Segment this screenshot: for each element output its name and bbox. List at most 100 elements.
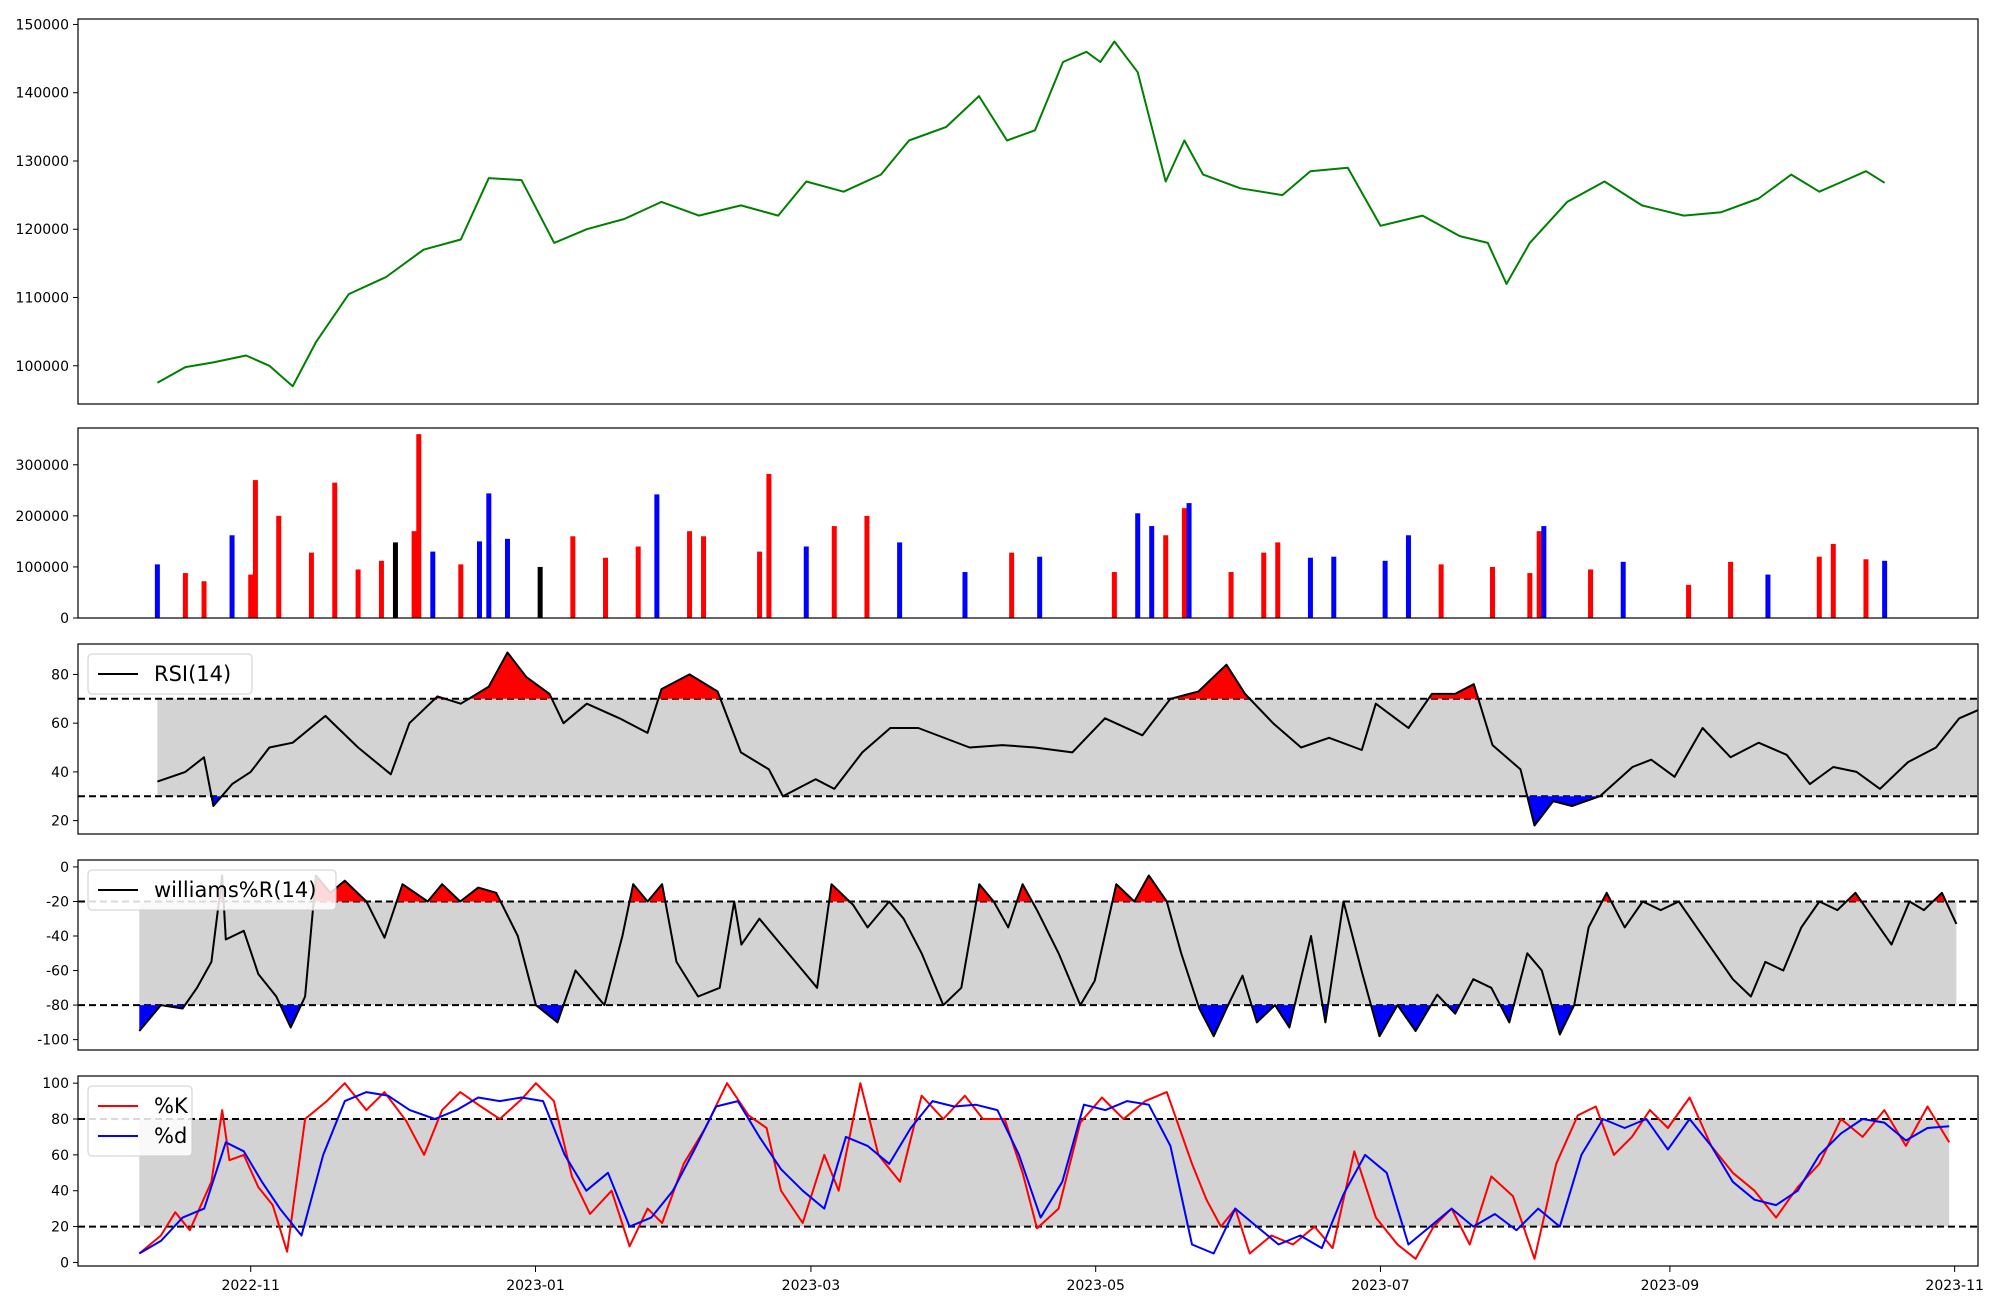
stochastic-ytick-label: 100 [42,1076,69,1092]
volume-bar [1863,559,1869,618]
volume-bar [1382,560,1388,618]
volume-bar [570,536,576,618]
volume-bar [252,480,258,618]
williams-plot-area [78,874,1978,1038]
volume-bar [411,531,417,618]
volume-bar [757,551,763,618]
price-series-line-0 [156,40,1886,388]
williams-ytick-label: 0 [60,860,69,876]
volume-bar [458,564,464,618]
stochastic-legend: %K %d [87,1085,193,1157]
volume-ytick-label: 200000 [16,509,69,525]
volume-bar [1307,557,1313,618]
volume-bar [1009,552,1015,618]
volume-bar [1830,543,1836,618]
volume-bar [1186,503,1192,618]
volume-bar [962,572,968,618]
volume-bar [897,542,903,618]
volume-bar [332,482,338,618]
williams-panel: 0 -20 -40 -60 -80 -100 williams%R(14) [37,859,1979,1051]
volume-bar [201,581,207,618]
price-ytick-label: 110000 [16,291,69,307]
williams-ytick-label: -20 [46,894,69,910]
williams-series-line-0 [138,874,1958,1038]
rsi-axes-frame [77,643,1979,835]
stochastic-panel: 0 20 40 60 80 100 %K %d [42,1075,1979,1271]
volume-bar [154,564,160,618]
stochastic-ytick-label: 80 [51,1112,69,1128]
xtick-label: 2023-03 [782,1278,841,1294]
stochastic-plot-area [78,1082,1978,1260]
stochastic-ytick-label: 0 [60,1255,69,1271]
williams-legend: williams%R(14) [87,869,337,911]
xtick-label: 2022-11 [221,1278,280,1294]
rsi-neutral-band [157,698,1978,797]
stochastic-ytick-label: 40 [51,1184,69,1200]
stochastic-series-line-1 [138,1091,1950,1255]
rsi-series-line-0 [157,651,1978,827]
volume-bar [1588,569,1594,618]
volume-bar [603,557,609,618]
volume-bar [1163,535,1169,618]
volume-bar [416,434,422,618]
volume-bar [378,560,384,618]
volume-bar [831,526,837,618]
volume-bar [1331,556,1337,618]
volume-bar [1111,572,1117,618]
volume-bar [1882,560,1888,618]
stochastic-ytick-label: 60 [51,1148,69,1164]
stochastic-axes-frame [77,1075,1979,1267]
legend-label: %d [154,1124,187,1148]
volume-bar [1275,542,1281,618]
volume-bar [1816,556,1822,618]
volume-bar [308,552,314,618]
legend-label: RSI(14) [154,662,231,686]
volume-bar [248,574,254,618]
williams-oversold-fill [139,1005,1575,1037]
volume-bar [1228,572,1234,618]
volume-bar [1405,535,1411,618]
volume-bar [355,569,361,618]
volume-bar [1149,526,1155,618]
volume-bar [687,531,693,618]
volume-bar [1527,573,1533,618]
volume-bar [276,515,282,618]
xtick-label: 2023-11 [1925,1278,1984,1294]
volume-bar [182,573,188,618]
price-ytick-label: 120000 [16,222,69,238]
stochastic-ytick-label: 20 [51,1220,69,1236]
williams-ytick-label: -60 [46,964,69,980]
price-ytick-label: 150000 [16,17,69,33]
volume-bar [1261,552,1267,618]
xtick-label: 2023-09 [1641,1278,1700,1294]
volume-bar [1765,574,1771,618]
price-axes-frame [77,18,1979,405]
volume-bar [430,551,436,618]
xtick-label: 2023-07 [1351,1278,1410,1294]
williams-neutral-band [139,901,1957,1006]
volume-bar [1181,508,1187,618]
williams-ytick-label: -80 [46,998,69,1014]
volume-bar [1536,531,1542,618]
volume-bar [654,494,660,618]
volume-bar [1037,556,1043,618]
x-axis-ticks: 2022-11 2023-01 2023-03 2023-05 2023-07 2023-… [221,1266,1984,1294]
volume-bar [701,536,707,618]
volume-bar [1135,513,1141,618]
xtick-label: 2023-01 [506,1278,565,1294]
rsi-overbought-fill [434,652,1479,699]
legend-label: %K [154,1094,189,1118]
stochastic-neutral-band [139,1119,1950,1227]
rsi-ytick-label: 80 [51,667,69,683]
rsi-panel: 20 40 60 80 RSI(14) [51,643,1979,835]
volume-bar [229,535,235,618]
volume-plot-area [154,434,1888,618]
price-panel: 100000 110000 120000 130000 140000 150000 [16,17,1979,405]
legend-box [87,653,253,695]
rsi-ytick-label: 60 [51,716,69,732]
price-ytick-label: 140000 [16,86,69,102]
volume-bar [803,546,809,618]
volume-bar [1541,526,1547,618]
volume-bar [1489,566,1495,618]
